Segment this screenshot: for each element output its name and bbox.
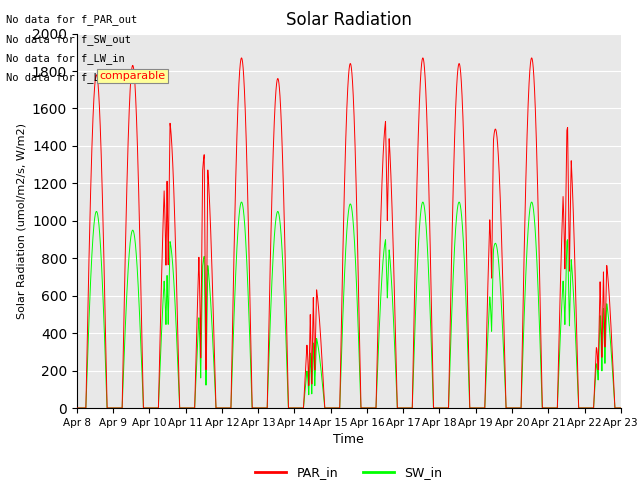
- Text: No data for f_PAR_out: No data for f_PAR_out: [6, 14, 138, 25]
- Text: comparable: comparable: [99, 71, 165, 81]
- Title: Solar Radiation: Solar Radiation: [286, 11, 412, 29]
- Text: No data for f_LW_out: No data for f_LW_out: [6, 72, 131, 83]
- Y-axis label: Solar Radiation (umol/m2/s, W/m2): Solar Radiation (umol/m2/s, W/m2): [16, 123, 26, 319]
- Legend: PAR_in, SW_in: PAR_in, SW_in: [250, 461, 447, 480]
- Text: No data for f_SW_out: No data for f_SW_out: [6, 34, 131, 45]
- Text: No data for f_LW_in: No data for f_LW_in: [6, 53, 125, 64]
- X-axis label: Time: Time: [333, 433, 364, 446]
